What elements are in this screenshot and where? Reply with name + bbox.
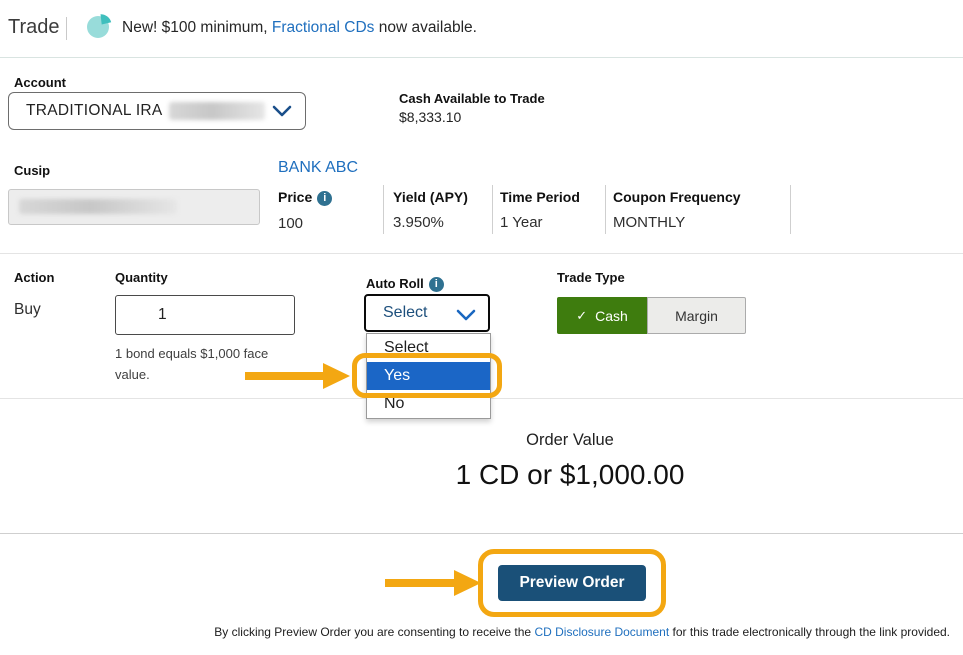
- annotation-arrow-head: [323, 363, 350, 389]
- quantity-value: 1: [158, 306, 167, 323]
- footer-divider: [0, 533, 963, 534]
- coupon-frequency-label: Coupon Frequency: [613, 189, 741, 205]
- promo-banner: New! $100 minimum, Fractional CDs now av…: [122, 19, 477, 37]
- coupon-frequency-value: MONTHLY: [613, 214, 686, 231]
- header-divider: [0, 57, 963, 58]
- chevron-down-icon: [456, 309, 476, 321]
- auto-roll-option-yes[interactable]: Yes: [367, 362, 490, 390]
- action-label: Action: [14, 270, 55, 285]
- cusip-label: Cusip: [14, 163, 51, 178]
- disclaimer-post: for this trade electronically through th…: [672, 625, 950, 639]
- fractional-cds-link[interactable]: Fractional CDs: [271, 19, 375, 36]
- auto-roll-dropdown-list: Select Yes No: [366, 333, 491, 419]
- yield-value: 3.950%: [393, 214, 444, 231]
- cash-available-label: Cash Available to Trade: [399, 91, 545, 106]
- trade-type-cash-button[interactable]: Cash: [557, 297, 647, 334]
- annotation-arrow-head: [454, 570, 481, 596]
- cusip-input[interactable]: [8, 189, 260, 225]
- promo-text-pre: New! $100 minimum,: [122, 19, 268, 36]
- time-period-label: Time Period: [500, 189, 580, 205]
- price-info-icon[interactable]: [317, 191, 333, 206]
- check-icon: [576, 308, 587, 324]
- column-divider: [492, 185, 493, 234]
- yield-column: Yield (APY) 3.950%: [393, 189, 468, 231]
- disclaimer-text: By clicking Preview Order you are consen…: [214, 625, 950, 639]
- promo-text-post: now available.: [378, 19, 477, 36]
- auto-roll-selected-value: Select: [383, 304, 428, 321]
- account-select[interactable]: TRADITIONAL IRA: [8, 92, 306, 130]
- auto-roll-info-icon[interactable]: [428, 277, 444, 292]
- cd-disclosure-link[interactable]: CD Disclosure Document: [534, 625, 670, 639]
- quantity-label: Quantity: [115, 270, 168, 285]
- price-column: Price 100: [278, 189, 333, 232]
- auto-roll-select[interactable]: Select: [364, 294, 490, 332]
- cash-available-value: $8,333.10: [399, 109, 462, 125]
- auto-roll-label: Auto Roll: [366, 276, 424, 291]
- price-label: Price: [278, 189, 313, 205]
- coupon-frequency-column: Coupon Frequency MONTHLY: [613, 189, 741, 231]
- account-select-value: TRADITIONAL IRA: [26, 102, 163, 119]
- trade-type-label: Trade Type: [557, 270, 625, 285]
- issuer-link[interactable]: BANK ABC: [278, 159, 359, 176]
- yield-label: Yield (APY): [393, 189, 468, 205]
- account-label: Account: [14, 75, 66, 90]
- trade-type-margin-label: Margin: [675, 307, 718, 324]
- column-divider: [605, 185, 606, 234]
- page-title: Trade: [8, 16, 60, 38]
- column-divider: [383, 185, 384, 234]
- annotation-arrow-shaft: [245, 372, 324, 380]
- redacted-account-number: [169, 102, 265, 120]
- order-value-label: Order Value: [526, 431, 614, 449]
- order-value-amount: 1 CD or $1,000.00: [455, 459, 685, 490]
- quantity-note: 1 bond equals $1,000 face value.: [115, 346, 269, 382]
- trade-type-margin-button[interactable]: Margin: [647, 297, 746, 334]
- order-value-block: Order Value 1 CD or $1,000.00: [370, 431, 770, 491]
- pie-chart-icon: [87, 14, 112, 38]
- trade-type-cash-label: Cash: [595, 307, 628, 324]
- section-divider: [0, 253, 963, 254]
- chevron-down-icon: [272, 105, 292, 117]
- auto-roll-option-no[interactable]: No: [384, 395, 405, 412]
- time-period-column: Time Period 1 Year: [500, 189, 580, 231]
- time-period-value: 1 Year: [500, 214, 543, 231]
- action-value: Buy: [14, 301, 41, 318]
- column-divider: [790, 185, 791, 234]
- auto-roll-option-select[interactable]: Select: [384, 339, 429, 356]
- annotation-arrow-shaft: [385, 579, 455, 587]
- disclaimer-pre: By clicking Preview Order you are consen…: [214, 625, 532, 639]
- redacted-cusip-value: [19, 199, 177, 214]
- price-value: 100: [278, 215, 304, 232]
- preview-order-button[interactable]: Preview Order: [498, 565, 646, 601]
- quantity-input[interactable]: 1: [115, 295, 295, 335]
- header-separator: [66, 17, 67, 40]
